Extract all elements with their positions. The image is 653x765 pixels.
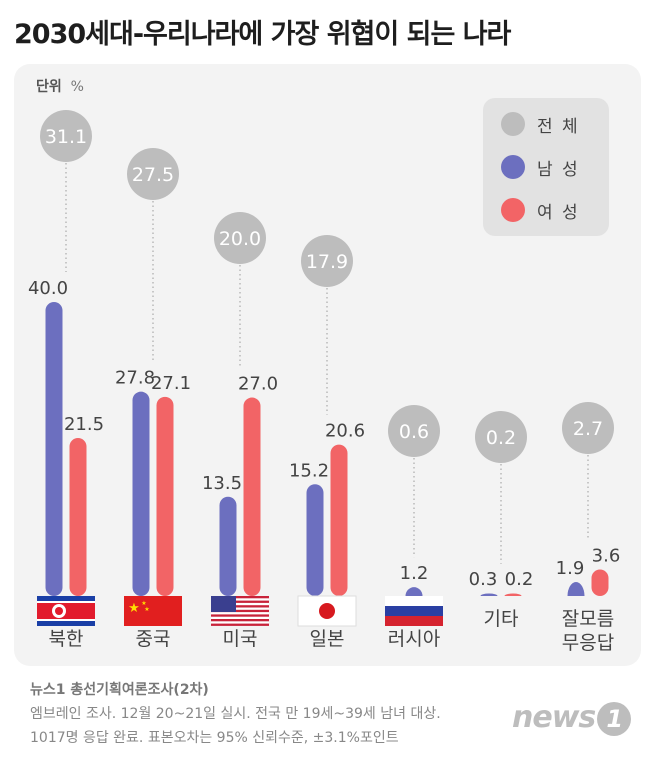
- legend-item-female: 여 성: [501, 196, 580, 224]
- unit-text: 단위: [36, 79, 62, 95]
- male-value-label: 27.8: [115, 368, 155, 389]
- unit-symbol: %: [70, 79, 84, 95]
- flag-stripe: [211, 623, 269, 626]
- legend-label-male: 남 성: [537, 159, 580, 180]
- male-bar: [480, 593, 498, 596]
- total-circle: [214, 212, 266, 264]
- male-bar: [405, 587, 423, 596]
- male-bar: [306, 484, 324, 596]
- female-bar: [591, 569, 609, 596]
- category-label: 북한: [49, 628, 84, 650]
- male-value-label: 1.2: [400, 563, 429, 584]
- total-circle: [475, 411, 527, 463]
- female-value-label: 0.2: [505, 569, 534, 590]
- total-circle: [301, 235, 353, 287]
- female-value-label: 27.0: [238, 374, 278, 395]
- total-value-label: 31.1: [45, 126, 87, 148]
- total-circle: [127, 148, 179, 200]
- news1-logo: news 1: [512, 700, 632, 736]
- female-bar: [156, 396, 174, 596]
- flag-stripe: [211, 614, 269, 617]
- total-value-label: 20.0: [219, 228, 261, 250]
- category-label: 기타: [484, 608, 519, 630]
- category-label: 무응답: [562, 632, 614, 654]
- male-bar: [567, 582, 585, 596]
- legend-item-male: 남 성: [501, 153, 580, 181]
- flag-stripe: [211, 609, 269, 613]
- flag-stripe: [211, 619, 269, 622]
- category-label: 중국: [136, 628, 171, 650]
- total-value-label: 27.5: [132, 164, 174, 186]
- logo-text: news: [512, 700, 596, 735]
- flag-stripe: [385, 606, 443, 616]
- total-value-label: 17.9: [306, 251, 348, 273]
- legend-dot-male: [501, 155, 525, 179]
- russia-flag: [385, 596, 443, 606]
- flag-stripe: [211, 596, 269, 599]
- legend-dot-female: [501, 198, 525, 222]
- female-bar: [243, 397, 261, 596]
- total-circle: [562, 402, 614, 454]
- source-title: 뉴스1 총선기획여론조사(2차): [30, 682, 209, 698]
- legend-dot-total: [501, 112, 525, 136]
- male-value-label: 1.9: [556, 558, 585, 579]
- female-bar: [330, 444, 348, 596]
- flag-stripe: [211, 600, 269, 603]
- female-value-label: 20.6: [325, 421, 365, 442]
- category-label: 일본: [310, 628, 345, 650]
- flag-stripe: [211, 605, 269, 608]
- total-value-label: 2.7: [573, 418, 603, 440]
- male-value-label: 40.0: [28, 278, 68, 299]
- female-bar: [69, 437, 87, 596]
- flag-star: ★: [128, 601, 140, 616]
- female-value-label: 27.1: [151, 373, 191, 394]
- source-line-1: 엠브레인 조사. 12월 20~21일 실시. 전국 만 19세~39세 남녀 …: [30, 706, 441, 722]
- legend: 전 체 남 성 여 성: [483, 98, 609, 236]
- total-circle: [40, 110, 92, 162]
- flag-canton: [211, 596, 236, 612]
- flag-star: ★: [141, 600, 146, 607]
- total-circle: [388, 405, 440, 457]
- flag-star: ★: [144, 606, 149, 613]
- legend-item-total: 전 체: [501, 110, 580, 138]
- source-note: 뉴스1 총선기획여론조사(2차) 엠브레인 조사. 12월 20~21일 실시.…: [30, 678, 441, 750]
- flag-sun: [319, 603, 335, 619]
- male-bar: [219, 496, 237, 596]
- female-value-label: 3.6: [592, 546, 621, 567]
- male-bar: [45, 302, 63, 596]
- male-value-label: 0.3: [469, 569, 498, 590]
- category-label: 러시아: [388, 628, 440, 650]
- page-title: 2030세대-우리나라에 가장 위협이 되는 나라: [14, 19, 511, 50]
- male-value-label: 15.2: [289, 460, 329, 481]
- category-label: 미국: [223, 628, 258, 650]
- flag-stripe: [385, 616, 443, 626]
- category-label: 잘모름: [562, 608, 614, 630]
- china-flag: [124, 596, 182, 626]
- female-bar: [504, 593, 522, 596]
- source-line-2: 1017명 응답 완료. 표본오차는 95% 신뢰수준, ±3.1%포인트: [30, 730, 399, 746]
- logo-mark: 1: [597, 701, 632, 736]
- male-bar: [132, 391, 150, 596]
- flag-star: [55, 607, 63, 615]
- total-value-label: 0.2: [486, 427, 516, 449]
- legend-label-total: 전 체: [537, 116, 580, 137]
- unit-label: 단위 %: [36, 76, 84, 96]
- legend-label-female: 여 성: [537, 202, 580, 223]
- female-value-label: 21.5: [64, 414, 104, 435]
- male-value-label: 13.5: [202, 473, 242, 494]
- total-value-label: 0.6: [399, 421, 429, 443]
